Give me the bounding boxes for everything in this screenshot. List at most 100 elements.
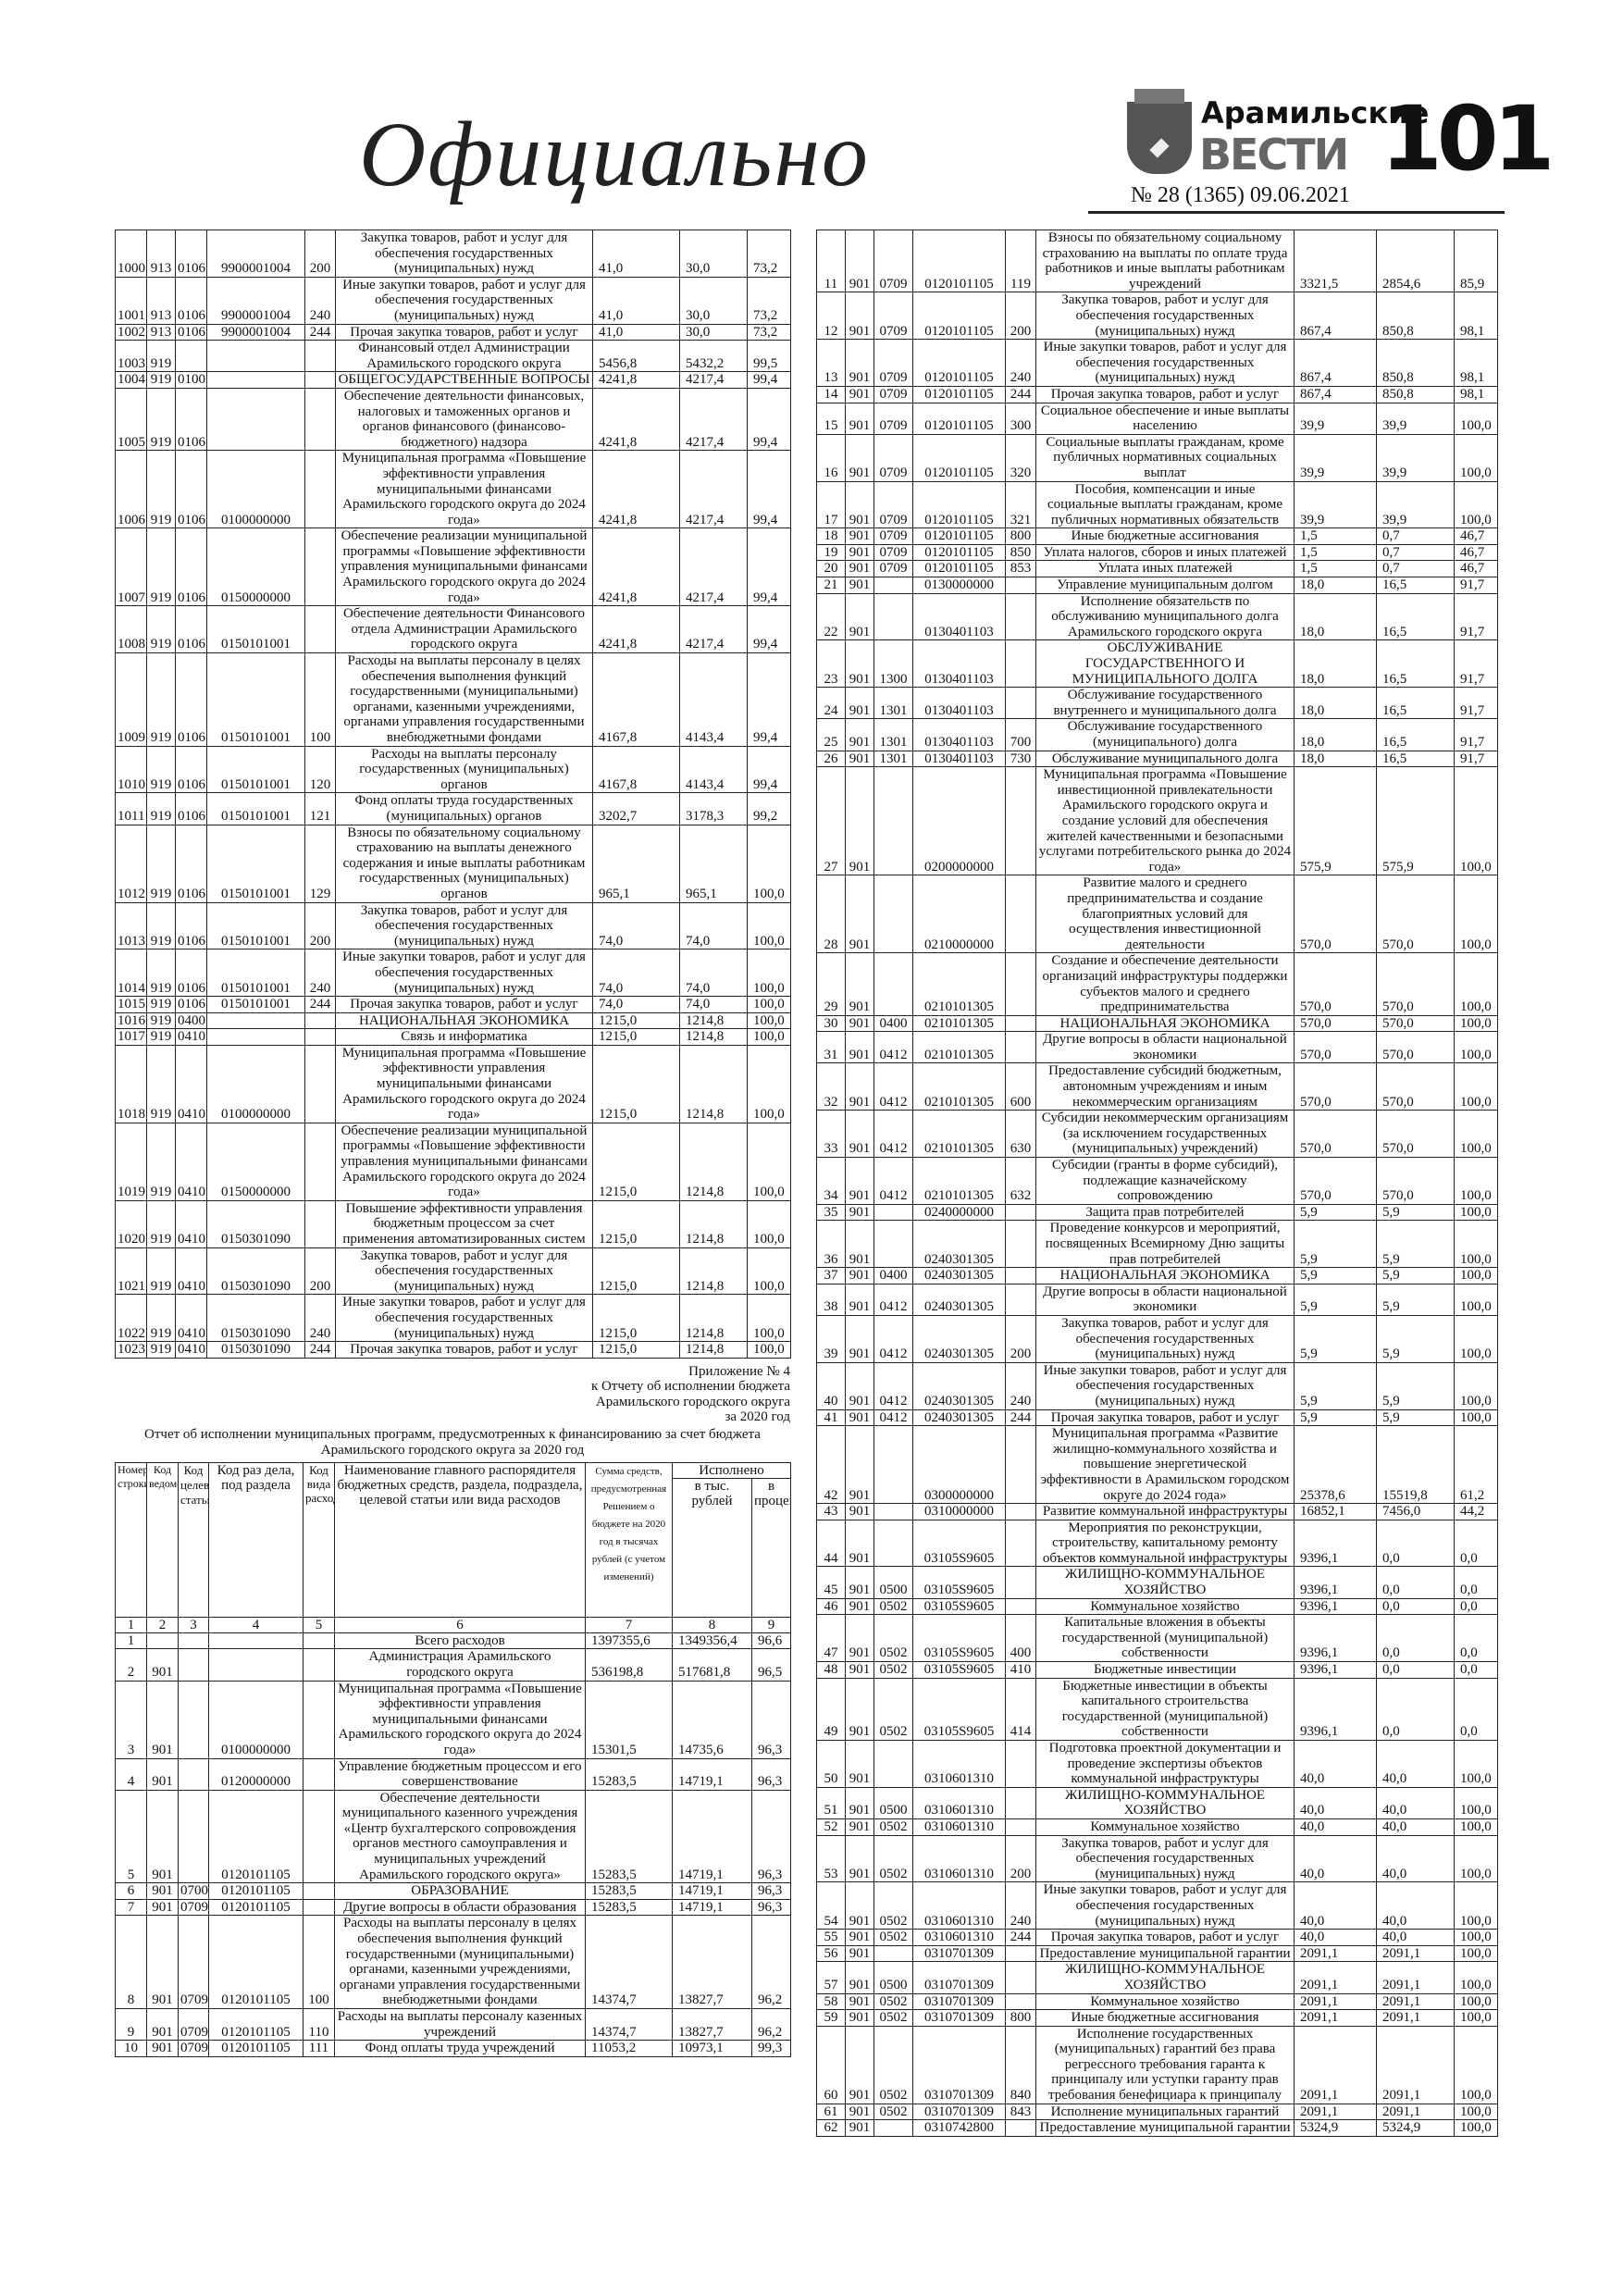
column-number: 6 [334, 1616, 586, 1633]
table-row: 1017 919 0410 Связь и информатика 1215,0 1214… [115, 1028, 791, 1046]
department-code: 901 [845, 1425, 874, 1505]
item-name: Муниципальная программа «Повышение эффек… [334, 1680, 586, 1759]
table-row: 31 901 0412 0210101305 Другие вопросы в обла… [816, 1031, 1498, 1064]
department-code: 901 [146, 1757, 179, 1791]
item-name: Защита прав потребителей [1035, 1203, 1295, 1222]
row-number: 46 [816, 1597, 846, 1616]
department-code: 901 [845, 527, 874, 545]
section-code: 1301 [873, 750, 913, 768]
executed-percent: 99,4 [747, 387, 791, 452]
section-code: 0709 [873, 433, 913, 482]
planned-sum: 5324,9 [1294, 2119, 1377, 2137]
planned-sum: 18,0 [1294, 639, 1377, 689]
department-code: 901 [845, 1786, 874, 1819]
table-row: 61 901 0502 0310701309 843 Исполнение муницип… [816, 2103, 1498, 2121]
section-code: 0709 [873, 480, 913, 529]
department-code: 901 [845, 1110, 874, 1159]
section-code [873, 766, 913, 876]
row-number: 57 [816, 1961, 846, 1994]
planned-sum: 9396,1 [1294, 1519, 1377, 1568]
target-code: 0150101001 [206, 901, 305, 950]
target-code: 0120101105 [912, 480, 1006, 529]
executed-sum: 0,7 [1376, 527, 1455, 545]
executed-percent: 0,0 [1454, 1597, 1498, 1616]
department-code: 901 [845, 1961, 874, 1994]
executed-sum: 14719,1 [672, 1882, 752, 1900]
table-row: 8 901 0709 0120101105 100 Расходы на выплаты … [115, 1915, 791, 2009]
executed-sum: 74,0 [679, 996, 748, 1013]
planned-sum: 575,9 [1294, 766, 1377, 876]
target-code [206, 340, 305, 373]
target-code: 0130401103 [912, 718, 1006, 751]
expense-type-code: 200 [1005, 1314, 1036, 1363]
executed-sum: 5324,9 [1376, 2119, 1455, 2137]
expense-type-code: 240 [304, 1294, 336, 1343]
executed-sum: 74,0 [679, 949, 748, 998]
expense-type-code: 632 [1005, 1157, 1036, 1205]
item-name: Бюджетные инвестиции в объекты капитальн… [1035, 1677, 1295, 1742]
table-row: 1001 913 0106 9900001004 240 Иные закупки тов… [115, 276, 791, 325]
row-number: 8 [115, 1915, 147, 2009]
section-code: 0502 [873, 1661, 913, 1679]
section-code: 0412 [873, 1283, 913, 1316]
target-code: 03105S9605 [912, 1597, 1006, 1616]
row-number: 41 [816, 1409, 846, 1427]
header-section-code: Код раз дела, под раздела [208, 1461, 304, 1618]
item-name: Капитальные вложения в объекты государст… [1035, 1614, 1295, 1663]
item-name: Развитие коммунальной инфраструктуры [1035, 1503, 1295, 1520]
executed-percent: 100,0 [1454, 2119, 1498, 2137]
planned-sum: 16852,1 [1294, 1503, 1377, 1520]
table-row: 10 901 0709 0120101105 111 Фонд оплаты труда … [115, 2040, 791, 2057]
row-number: 47 [816, 1614, 846, 1663]
executed-percent: 100,0 [747, 1122, 791, 1201]
section-code: 0709 [873, 385, 913, 403]
executed-sum: 1214,8 [679, 1247, 748, 1296]
target-code: 0120101105 [208, 1898, 304, 1917]
item-name: Обеспечение деятельности Финансового отд… [335, 605, 593, 654]
row-number: 1005 [115, 387, 147, 452]
expense-type-code: 120 [304, 745, 336, 794]
item-name: Всего расходов [334, 1632, 586, 1650]
target-code: 0100000000 [208, 1680, 304, 1759]
header-divider [1088, 211, 1505, 214]
planned-sum: 5,9 [1294, 1409, 1377, 1427]
table-row: 25 901 1301 0130401103 700 Обслуживание госуд… [816, 718, 1498, 751]
expense-type-code: 843 [1005, 2103, 1036, 2121]
issue-info: № 28 (1365) 09.06.2021 [1131, 183, 1350, 207]
table-row: 55 901 0502 0310601310 244 Прочая закупка тов… [816, 1929, 1498, 1946]
executed-percent: 85,9 [1454, 229, 1498, 293]
table-row: 49 901 0502 03105S9605 414 Бюджетные инвестиц… [816, 1677, 1498, 1742]
row-number: 30 [816, 1014, 846, 1033]
planned-sum: 1215,0 [592, 1011, 680, 1030]
column-number: 3 [178, 1616, 209, 1633]
item-name: Иные закупки товаров, работ и услуг для … [335, 949, 593, 998]
target-code: 0310601310 [912, 1834, 1006, 1883]
item-name: Фонд оплаты труда учреждений [334, 2040, 586, 2057]
row-number: 51 [816, 1786, 846, 1819]
section-code: 0412 [873, 1062, 913, 1111]
planned-sum: 25378,6 [1294, 1425, 1377, 1505]
target-code: 0310701309 [912, 1992, 1006, 2011]
row-number: 1012 [115, 824, 147, 903]
table-row: 1015 919 0106 0150101001 244 Прочая закупка т… [115, 996, 791, 1013]
target-code [206, 1028, 305, 1046]
planned-sum: 1215,0 [592, 1122, 680, 1201]
executed-percent: 96,3 [751, 1898, 791, 1917]
expense-type-code [304, 340, 336, 373]
executed-sum: 5,9 [1376, 1409, 1455, 1427]
department-code: 901 [845, 875, 874, 954]
planned-sum: 40,0 [1294, 1818, 1377, 1836]
appendix-line: Приложение № 4 [688, 1363, 790, 1379]
executed-percent: 0,0 [1454, 1566, 1498, 1599]
table-row: 18 901 0709 0120101105 800 Иные бюджетные асс… [816, 527, 1498, 545]
row-number: 50 [816, 1740, 846, 1788]
section-code: 0106 [175, 605, 207, 654]
department-code: 901 [845, 1361, 874, 1410]
expense-type-code [1005, 1014, 1036, 1033]
row-number: 39 [816, 1314, 846, 1363]
expense-type-code [303, 1648, 335, 1682]
section-code: 0709 [873, 543, 913, 562]
executed-sum: 2091,1 [1376, 1961, 1455, 1994]
planned-sum: 15301,5 [585, 1680, 673, 1759]
section-code: 0106 [175, 450, 207, 529]
